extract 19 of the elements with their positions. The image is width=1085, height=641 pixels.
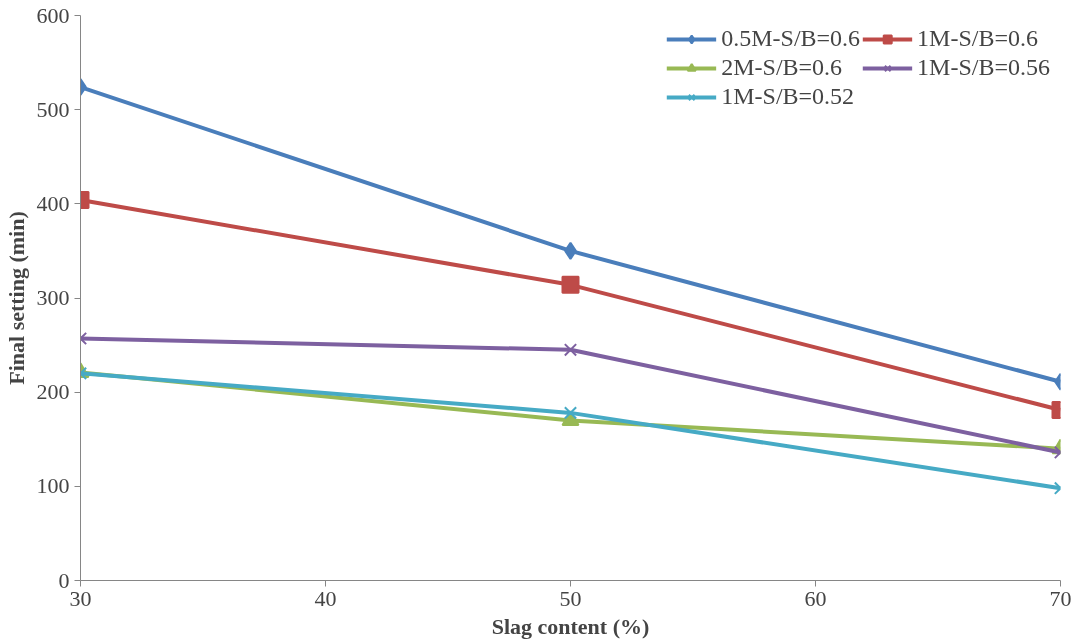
legend-label: 1M-S/B=0.6 xyxy=(917,25,1038,52)
legend-label: 1M-S/B=0.56 xyxy=(917,54,1050,81)
y-tick-label: 400 xyxy=(36,190,70,216)
legend-label: 1M-S/B=0.52 xyxy=(721,83,855,110)
y-tick-label: 500 xyxy=(36,96,70,122)
legend-label: 2M-S/B=0.6 xyxy=(721,54,843,81)
legend-label: 0.5M-S/B=0.6 xyxy=(721,25,861,52)
y-tick-label: 300 xyxy=(36,285,70,310)
x-tick-label: 50 xyxy=(559,585,582,611)
y-tick-label: 200 xyxy=(36,379,70,405)
x-tick-label: 60 xyxy=(804,585,827,611)
x-axis-title: Slag content (%) xyxy=(491,613,650,639)
y-tick-label: 0 xyxy=(58,567,70,593)
x-tick-label: 30 xyxy=(69,585,92,611)
y-tick-label: 600 xyxy=(36,2,70,28)
x-tick-label: 70 xyxy=(1049,585,1072,611)
y-tick-label: 100 xyxy=(36,473,70,499)
y-axis-title: Final setting (min) xyxy=(3,211,29,385)
x-tick-label: 40 xyxy=(314,585,337,611)
